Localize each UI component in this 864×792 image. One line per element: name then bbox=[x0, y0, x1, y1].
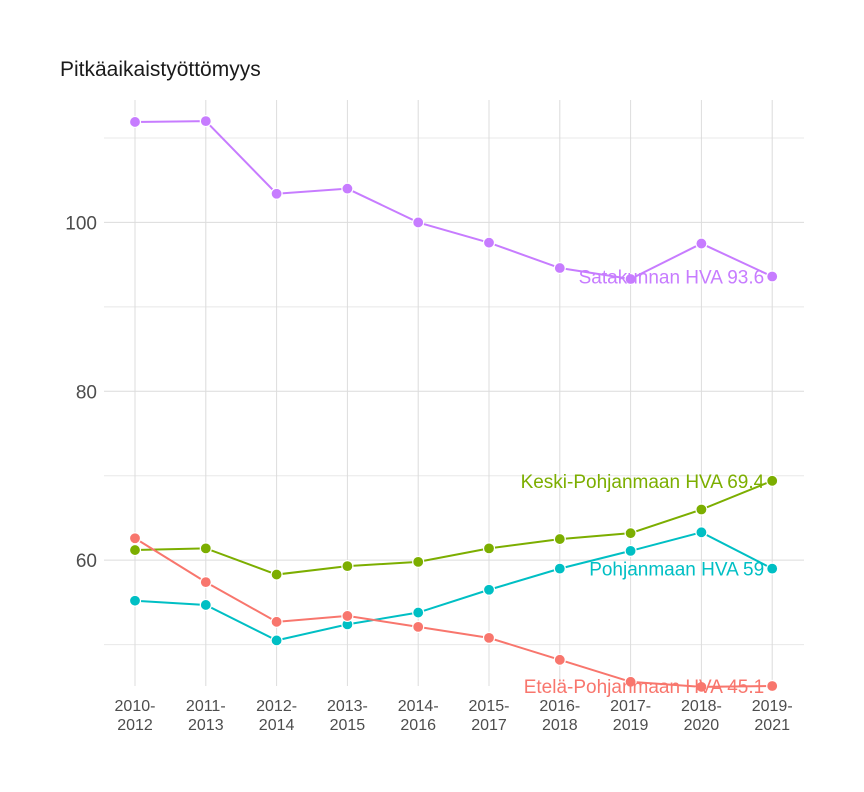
y-tick-label: 100 bbox=[65, 213, 97, 234]
x-tick-label-line: 2021 bbox=[754, 717, 790, 734]
series-line bbox=[134, 120, 773, 281]
x-tick-label-line: 2016 bbox=[400, 717, 436, 734]
data-point bbox=[412, 620, 425, 633]
x-tick-label-line: 2015- bbox=[469, 698, 510, 715]
data-point bbox=[695, 237, 708, 250]
data-point bbox=[553, 532, 566, 546]
data-point bbox=[695, 680, 708, 693]
data-point bbox=[199, 115, 212, 128]
gridlines bbox=[104, 100, 804, 686]
y-tick-label: 60 bbox=[76, 551, 97, 572]
series bbox=[128, 526, 779, 647]
data-point bbox=[482, 236, 496, 249]
x-tick-label-line: 2013 bbox=[188, 717, 224, 734]
x-axis: 2010- 2012 2011- 2013 2012- 2014 2013- 2015 2014… bbox=[115, 698, 793, 734]
x-tick-label-line: 2013- bbox=[327, 698, 368, 715]
data-point bbox=[482, 583, 496, 596]
chart-title: Pitkäaikaistyöttömyys bbox=[60, 58, 261, 81]
y-tick-label: 80 bbox=[76, 382, 97, 403]
data-point bbox=[766, 474, 779, 487]
x-tick-label: 2011- 2013 bbox=[186, 698, 226, 734]
x-tick-label-line: 2019- bbox=[752, 698, 793, 715]
series-end-label: Pohjanmaan HVA 59 bbox=[589, 560, 764, 581]
data-point bbox=[624, 527, 637, 540]
x-tick-label-line: 2016- bbox=[539, 698, 580, 715]
data-point bbox=[766, 562, 779, 575]
y-axis: 60 80 100 bbox=[65, 213, 97, 572]
series-end-label: Etelä-Pohjanmaan HVA 45.1 bbox=[524, 677, 764, 698]
series-line bbox=[134, 531, 773, 642]
x-tick-label: 2013- 2015 bbox=[327, 698, 368, 734]
data-point bbox=[766, 679, 779, 693]
series bbox=[128, 532, 779, 693]
data-point bbox=[270, 187, 283, 200]
data-point bbox=[341, 559, 354, 573]
x-tick-label-line: 2014- bbox=[398, 698, 439, 715]
data-point bbox=[624, 544, 637, 557]
x-tick-label-line: 2011- bbox=[186, 698, 226, 715]
data-point bbox=[482, 542, 496, 555]
data-point bbox=[412, 216, 425, 229]
data-point bbox=[199, 542, 212, 555]
data-point bbox=[199, 576, 212, 589]
data-point bbox=[128, 532, 142, 545]
x-tick-label-line: 2020 bbox=[684, 717, 720, 734]
data-point bbox=[341, 182, 354, 195]
end-labels: Satakunnan HVA 93.6 Keski-Pohjanmaan HVA … bbox=[521, 267, 765, 698]
x-tick-label: 2018- 2020 bbox=[681, 698, 722, 734]
data-point bbox=[128, 115, 142, 129]
x-tick-label: 2017- 2019 bbox=[610, 698, 651, 734]
data-point bbox=[553, 562, 566, 575]
data-point bbox=[412, 555, 425, 568]
x-tick-label: 2014- 2016 bbox=[398, 698, 439, 734]
series bbox=[128, 474, 779, 581]
x-tick-label-line: 2017- bbox=[610, 698, 651, 715]
x-tick-label-line: 2012- bbox=[256, 698, 297, 715]
series-end-label: Keski-Pohjanmaan HVA 69.4 bbox=[521, 472, 765, 493]
data-point bbox=[270, 568, 283, 581]
x-tick-label: 2016- 2018 bbox=[539, 698, 580, 734]
data-point bbox=[695, 503, 708, 516]
x-tick-label: 2019- 2021 bbox=[752, 698, 793, 734]
x-tick-label-line: 2012 bbox=[117, 717, 153, 734]
x-tick-label-line: 2017 bbox=[471, 717, 507, 734]
x-tick-label: 2015- 2017 bbox=[469, 698, 510, 734]
x-tick-label-line: 2019 bbox=[613, 717, 649, 734]
data-point bbox=[270, 615, 283, 628]
data-point bbox=[553, 261, 566, 275]
data-point bbox=[624, 272, 637, 286]
x-tick-label-line: 2010- bbox=[115, 698, 156, 715]
data-point bbox=[624, 675, 637, 688]
series bbox=[128, 115, 779, 286]
series-end-label: Satakunnan HVA 93.6 bbox=[579, 267, 765, 288]
data-point bbox=[341, 609, 354, 623]
data-point bbox=[553, 653, 566, 666]
x-tick-label-line: 2014 bbox=[259, 717, 295, 734]
x-tick-label-line: 2018- bbox=[681, 698, 722, 715]
data-point bbox=[128, 543, 142, 557]
data-point bbox=[128, 594, 142, 607]
data-point bbox=[482, 631, 496, 644]
data-point bbox=[695, 526, 708, 539]
data-point bbox=[412, 606, 425, 619]
data-point bbox=[270, 634, 283, 647]
series-group bbox=[128, 115, 779, 693]
series-line bbox=[134, 479, 773, 576]
data-point bbox=[766, 270, 779, 283]
x-tick-label-line: 2015 bbox=[330, 717, 366, 734]
series-line bbox=[134, 537, 773, 688]
data-point bbox=[199, 598, 212, 612]
x-tick-label-line: 2018 bbox=[542, 717, 578, 734]
x-tick-label: 2010- 2012 bbox=[115, 698, 156, 734]
x-tick-label: 2012- 2014 bbox=[256, 698, 297, 734]
